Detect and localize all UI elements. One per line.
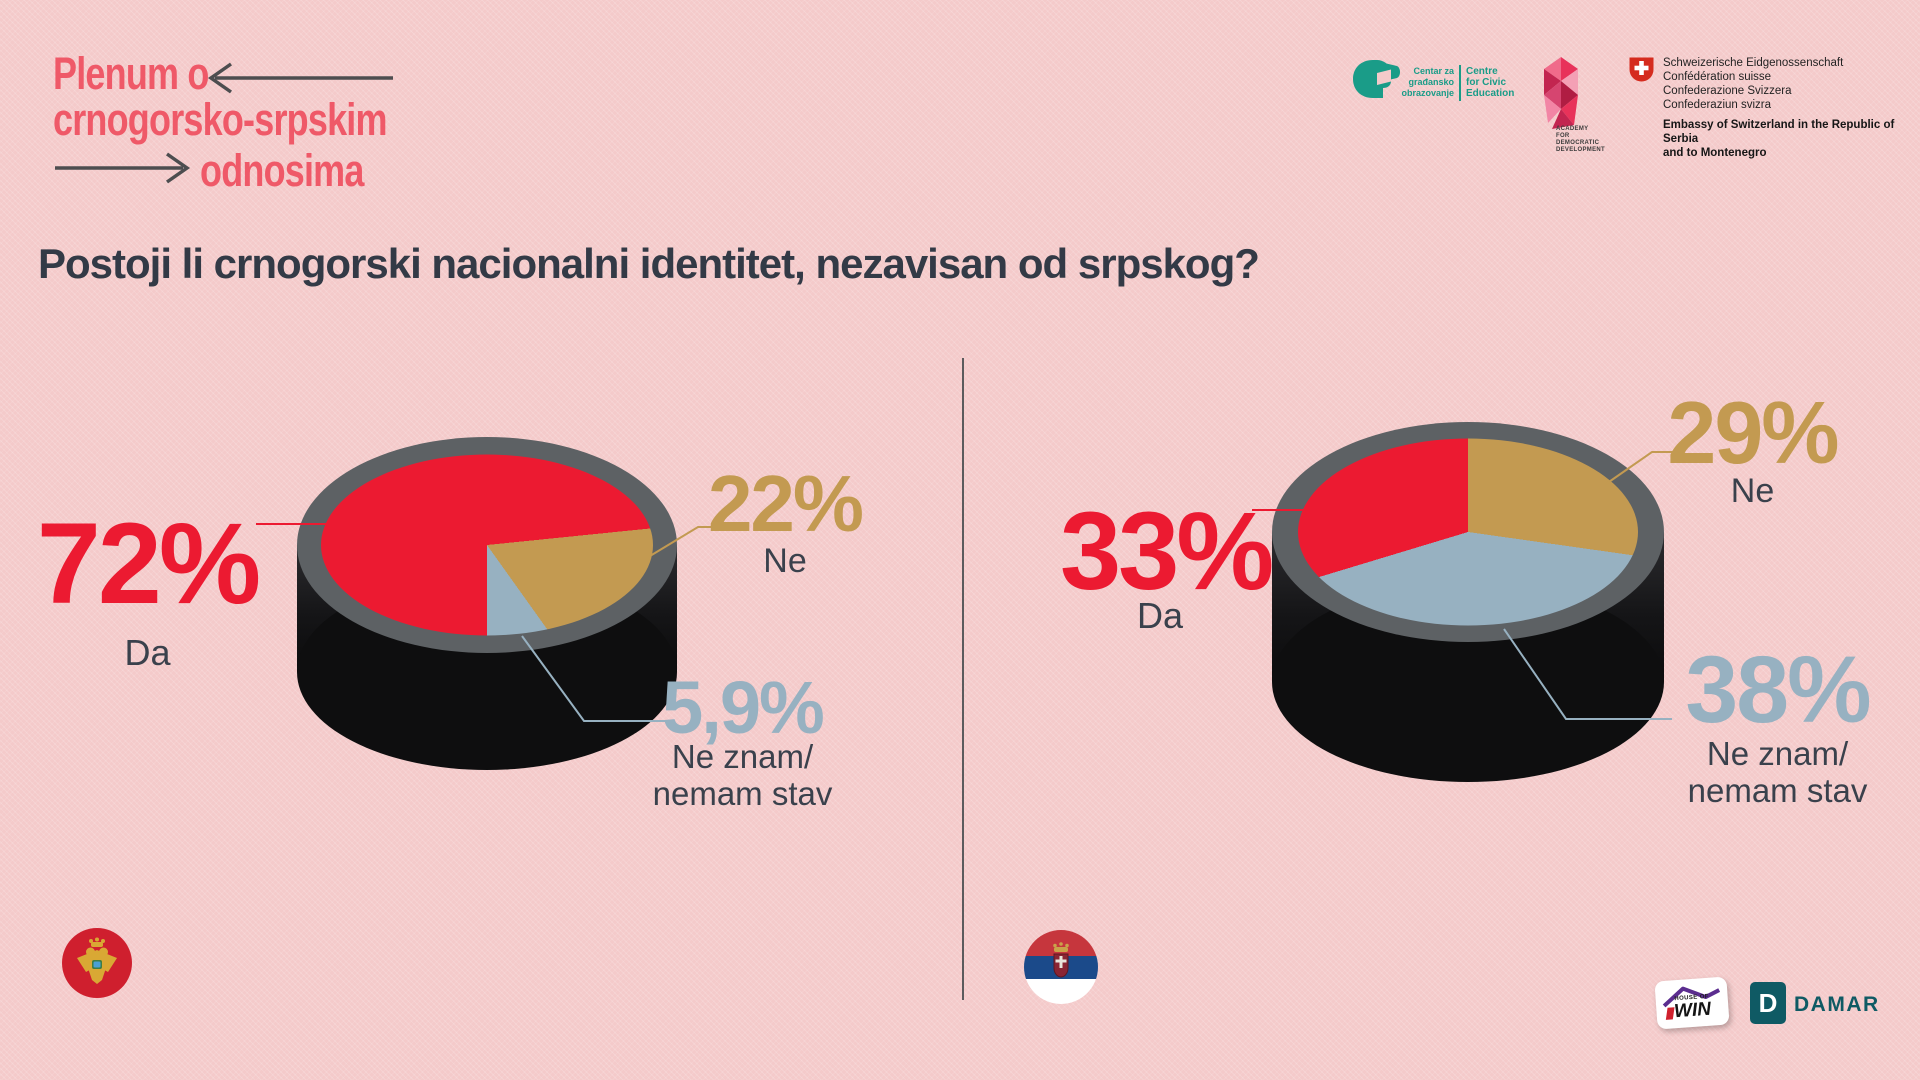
pie-left-label-ne: Ne xyxy=(763,542,807,580)
swiss-shield-icon xyxy=(1629,57,1654,82)
pie-right-label-dk: Ne znam/ nemam stav xyxy=(1687,735,1868,809)
partner-logos: Centar za građansko obrazovanje Centre f… xyxy=(1340,40,1900,170)
cce-divider xyxy=(1459,65,1461,101)
damar-glyph-icon: D xyxy=(1750,982,1786,1024)
pie-right-label-ne: Ne xyxy=(1730,472,1775,510)
pie-left-value-dk: 5,9% xyxy=(662,666,825,749)
house-of-win-logo: HOUSE OF WIN xyxy=(1654,976,1730,1030)
pie-left-value-da: 72% xyxy=(36,500,261,628)
swiss-federal-name: Schweizerische Eidgenossenschaft Confédé… xyxy=(1663,57,1844,111)
brand-line-2: crnogorsko-srpskim xyxy=(53,94,388,145)
pie-right-label-da: Da xyxy=(1136,595,1184,636)
swiss-embassy-name: Embassy of Switzerland in the Republic o… xyxy=(1663,119,1895,159)
cce-logo-icon xyxy=(1353,60,1400,98)
cce-name-local: Centar za građansko obrazovanje xyxy=(1401,66,1454,98)
pie-right-top xyxy=(1298,438,1638,626)
pie-right-value-dk: 38% xyxy=(1685,637,1871,743)
brand-right-arrow-icon xyxy=(55,152,191,184)
win-label: WIN xyxy=(1673,998,1712,1023)
pie-left-label-da: Da xyxy=(124,632,171,673)
serbia-flag-icon xyxy=(1024,930,1098,1004)
pie-left-value-ne: 22% xyxy=(707,459,864,548)
pie-left-top xyxy=(321,454,653,636)
add-logo-icon xyxy=(1544,57,1578,129)
montenegro-flag-icon xyxy=(62,928,132,998)
pie-right-value-da: 33% xyxy=(1060,490,1274,613)
win-roof-icon xyxy=(1662,986,1721,1008)
pie-left-label-dk: Ne znam/ nemam stav xyxy=(652,738,833,812)
brand-left-arrow-icon xyxy=(207,62,393,94)
section-divider xyxy=(962,358,964,1000)
brand-logo: Plenum o crnogorsko-srpskim odnosima xyxy=(53,48,413,208)
pie-right-value-ne: 29% xyxy=(1667,383,1839,482)
damar-label: DAMAR xyxy=(1794,993,1880,1016)
damar-logo: D DAMAR xyxy=(1750,982,1900,1024)
brand-line-3: odnosima xyxy=(200,145,364,196)
brand-line-1: Plenum o xyxy=(53,48,209,99)
page-title: Postoji li crnogorski nacionalni identit… xyxy=(38,240,1260,287)
add-name: ACADEMY FOR DEMOCRATIC DEVELOPMENT xyxy=(1556,126,1605,153)
cce-name-en: Centre for Civic Education xyxy=(1466,66,1515,99)
